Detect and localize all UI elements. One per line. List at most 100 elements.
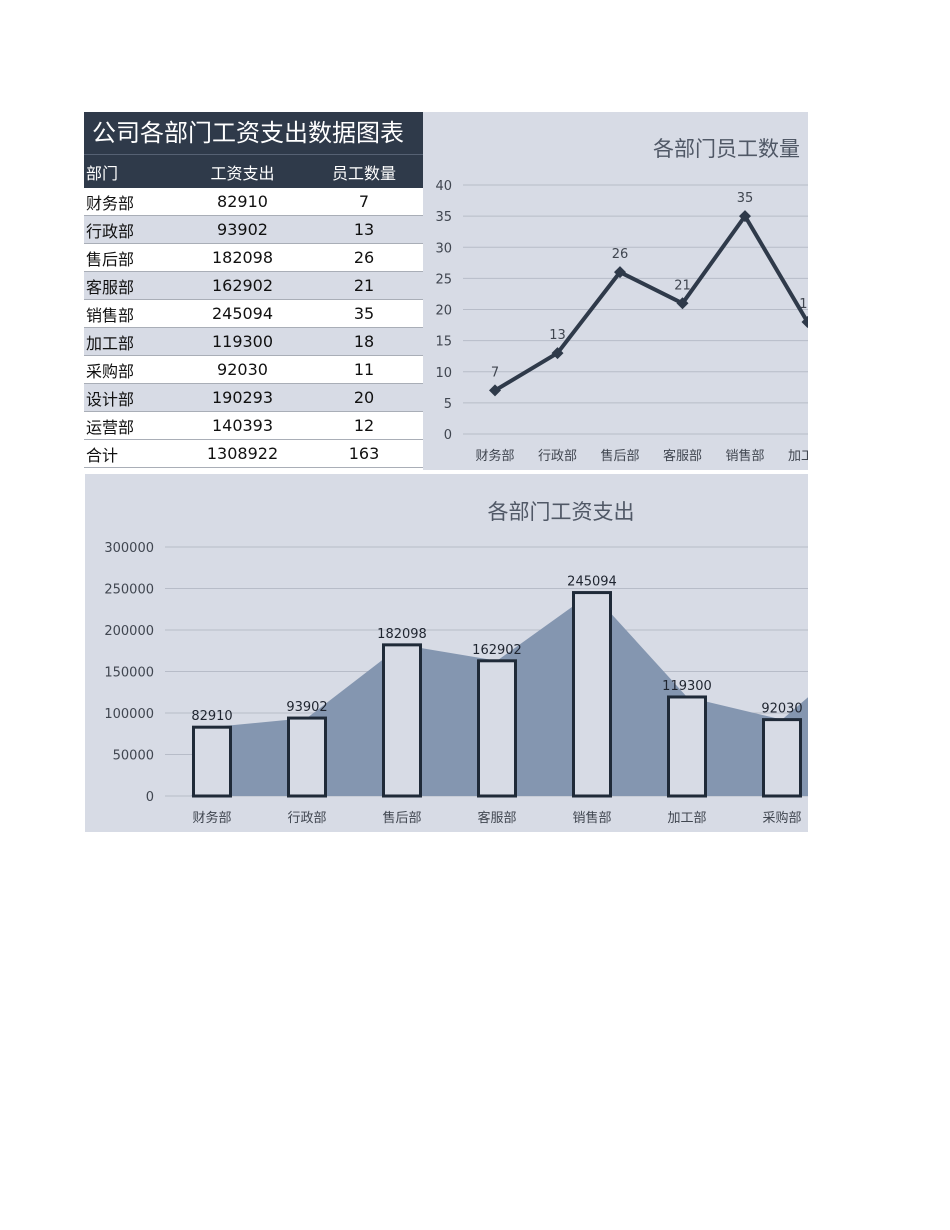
bar: [572, 591, 612, 798]
data-label: 245094: [567, 575, 617, 590]
data-label: 162902: [472, 643, 522, 658]
y-tick-label: 250000: [104, 583, 154, 598]
y-tick-label: 15: [435, 335, 452, 350]
cell-department: 财务部: [86, 193, 135, 213]
total-label: 合计: [86, 445, 119, 465]
y-tick-label: 35: [435, 210, 452, 225]
y-tick-label: 0: [444, 428, 452, 443]
cell-headcount: 35: [353, 304, 375, 323]
cell-headcount: 21: [353, 276, 375, 295]
cell-salary: 140393: [211, 416, 274, 435]
cell-department: 运营部: [86, 417, 135, 437]
x-tick-label: 加工部: [788, 449, 808, 464]
x-tick-label: 财务部: [192, 810, 231, 826]
bar: [382, 643, 422, 798]
chart-title: 各部门工资支出: [488, 500, 635, 524]
data-point: [551, 347, 564, 360]
table-title: 公司各部门工资支出数据图表: [84, 112, 423, 154]
y-tick-label: 50000: [113, 749, 154, 764]
data-label: 13: [549, 328, 566, 343]
bar: [477, 659, 517, 798]
table-row: 销售部 245094 35: [84, 300, 423, 328]
table-header-row: 部门 工资支出 员工数量: [84, 154, 423, 188]
y-tick-label: 200000: [104, 624, 154, 639]
x-tick-label: 售后部: [600, 448, 639, 464]
data-label: 18: [799, 297, 808, 312]
data-label: 26: [612, 247, 629, 262]
x-tick-label: 加工部: [667, 811, 706, 826]
cell-salary: 93902: [217, 220, 268, 239]
cell-department: 加工部: [86, 333, 135, 353]
cell-headcount: 11: [353, 360, 375, 379]
data-label: 7: [491, 365, 499, 380]
cell-headcount: 20: [353, 388, 375, 407]
series-line: [493, 214, 808, 393]
cell-salary: 245094: [211, 304, 274, 323]
x-tick-label: 行政部: [538, 449, 577, 464]
data-label: 92030: [761, 702, 802, 717]
data-label: 119300: [662, 679, 712, 694]
table-row: 行政部 93902 13: [84, 216, 423, 244]
x-tick-label: 采购部: [762, 810, 801, 826]
cell-salary: 119300: [211, 332, 274, 351]
cell-headcount: 18: [353, 332, 375, 351]
bar: [762, 718, 802, 798]
bar: [667, 695, 707, 798]
data-label: 21: [674, 278, 691, 293]
data-point: [614, 266, 626, 279]
y-tick-label: 20: [435, 304, 452, 319]
table-row: 客服部 162902 21: [84, 272, 423, 300]
data-point: [676, 297, 689, 310]
table-row: 售后部 182098 26: [84, 244, 423, 272]
header-department: 部门: [86, 163, 119, 183]
cell-department: 采购部: [86, 361, 135, 381]
y-tick-label: 5: [444, 397, 452, 412]
y-tick-label: 25: [435, 272, 452, 287]
x-tick-label: 销售部: [725, 448, 764, 464]
data-point: [739, 210, 751, 223]
cell-headcount: 13: [353, 220, 375, 239]
data-label: 182098: [377, 627, 427, 642]
table-row: 采购部 92030 11: [84, 356, 423, 384]
data-point: [801, 315, 808, 328]
bar: [287, 716, 327, 798]
chart-title: 各部门员工数量: [653, 137, 800, 161]
x-tick-label: 销售部: [572, 810, 611, 826]
cell-headcount: 7: [358, 192, 370, 211]
header-headcount: 员工数量: [331, 163, 396, 183]
salary-bar-chart: 各部门工资支出 0 50000 100000 150000 200000 250000 300…: [85, 474, 808, 832]
table-total-row: 合计 1308922 163: [84, 440, 423, 468]
line-chart-svg: 各部门员工数量 0 5 10 15 20 25 30 35 40 财务部 行政部 售后部 客服部 销售部 加工…: [435, 137, 808, 464]
table-row: 加工部 119300 18: [84, 328, 423, 356]
cell-salary: 182098: [211, 248, 274, 267]
y-tick-label: 150000: [104, 666, 154, 681]
headcount-line-chart: 各部门员工数量 0 5 10 15 20 25 30 35 40 财务部 行政部 售后部 客服部 销售部 加工…: [423, 112, 808, 470]
cell-headcount: 26: [353, 248, 375, 267]
bar: [192, 725, 232, 798]
y-tick-label: 30: [435, 241, 452, 256]
cell-salary: 92030: [217, 360, 268, 379]
total-salary: 1308922: [206, 444, 279, 463]
cell-department: 销售部: [86, 305, 135, 325]
cell-salary: 162902: [211, 276, 274, 295]
table-row: 设计部 190293 20: [84, 384, 423, 412]
x-tick-label: 售后部: [382, 810, 421, 826]
cell-department: 设计部: [86, 389, 135, 409]
data-label: 82910: [191, 709, 232, 724]
y-tick-label: 10: [435, 366, 452, 381]
y-tick-label: 300000: [104, 541, 154, 556]
cell-salary: 82910: [217, 192, 268, 211]
data-label: 93902: [286, 700, 327, 715]
cell-headcount: 12: [353, 416, 375, 435]
y-tick-label: 40: [435, 179, 452, 194]
x-tick-label: 客服部: [663, 448, 702, 464]
y-tick-label: 100000: [104, 707, 154, 722]
data-label: 35: [737, 191, 754, 206]
total-headcount: 163: [348, 444, 380, 463]
cell-department: 客服部: [86, 277, 135, 297]
data-table: 公司各部门工资支出数据图表 部门 工资支出 员工数量 财务部 82910 7 行…: [84, 112, 423, 470]
table-row: 运营部 140393 12: [84, 412, 423, 440]
x-tick-label: 客服部: [477, 810, 516, 826]
x-tick-label: 财务部: [475, 448, 514, 464]
y-tick-label: 0: [146, 790, 154, 805]
